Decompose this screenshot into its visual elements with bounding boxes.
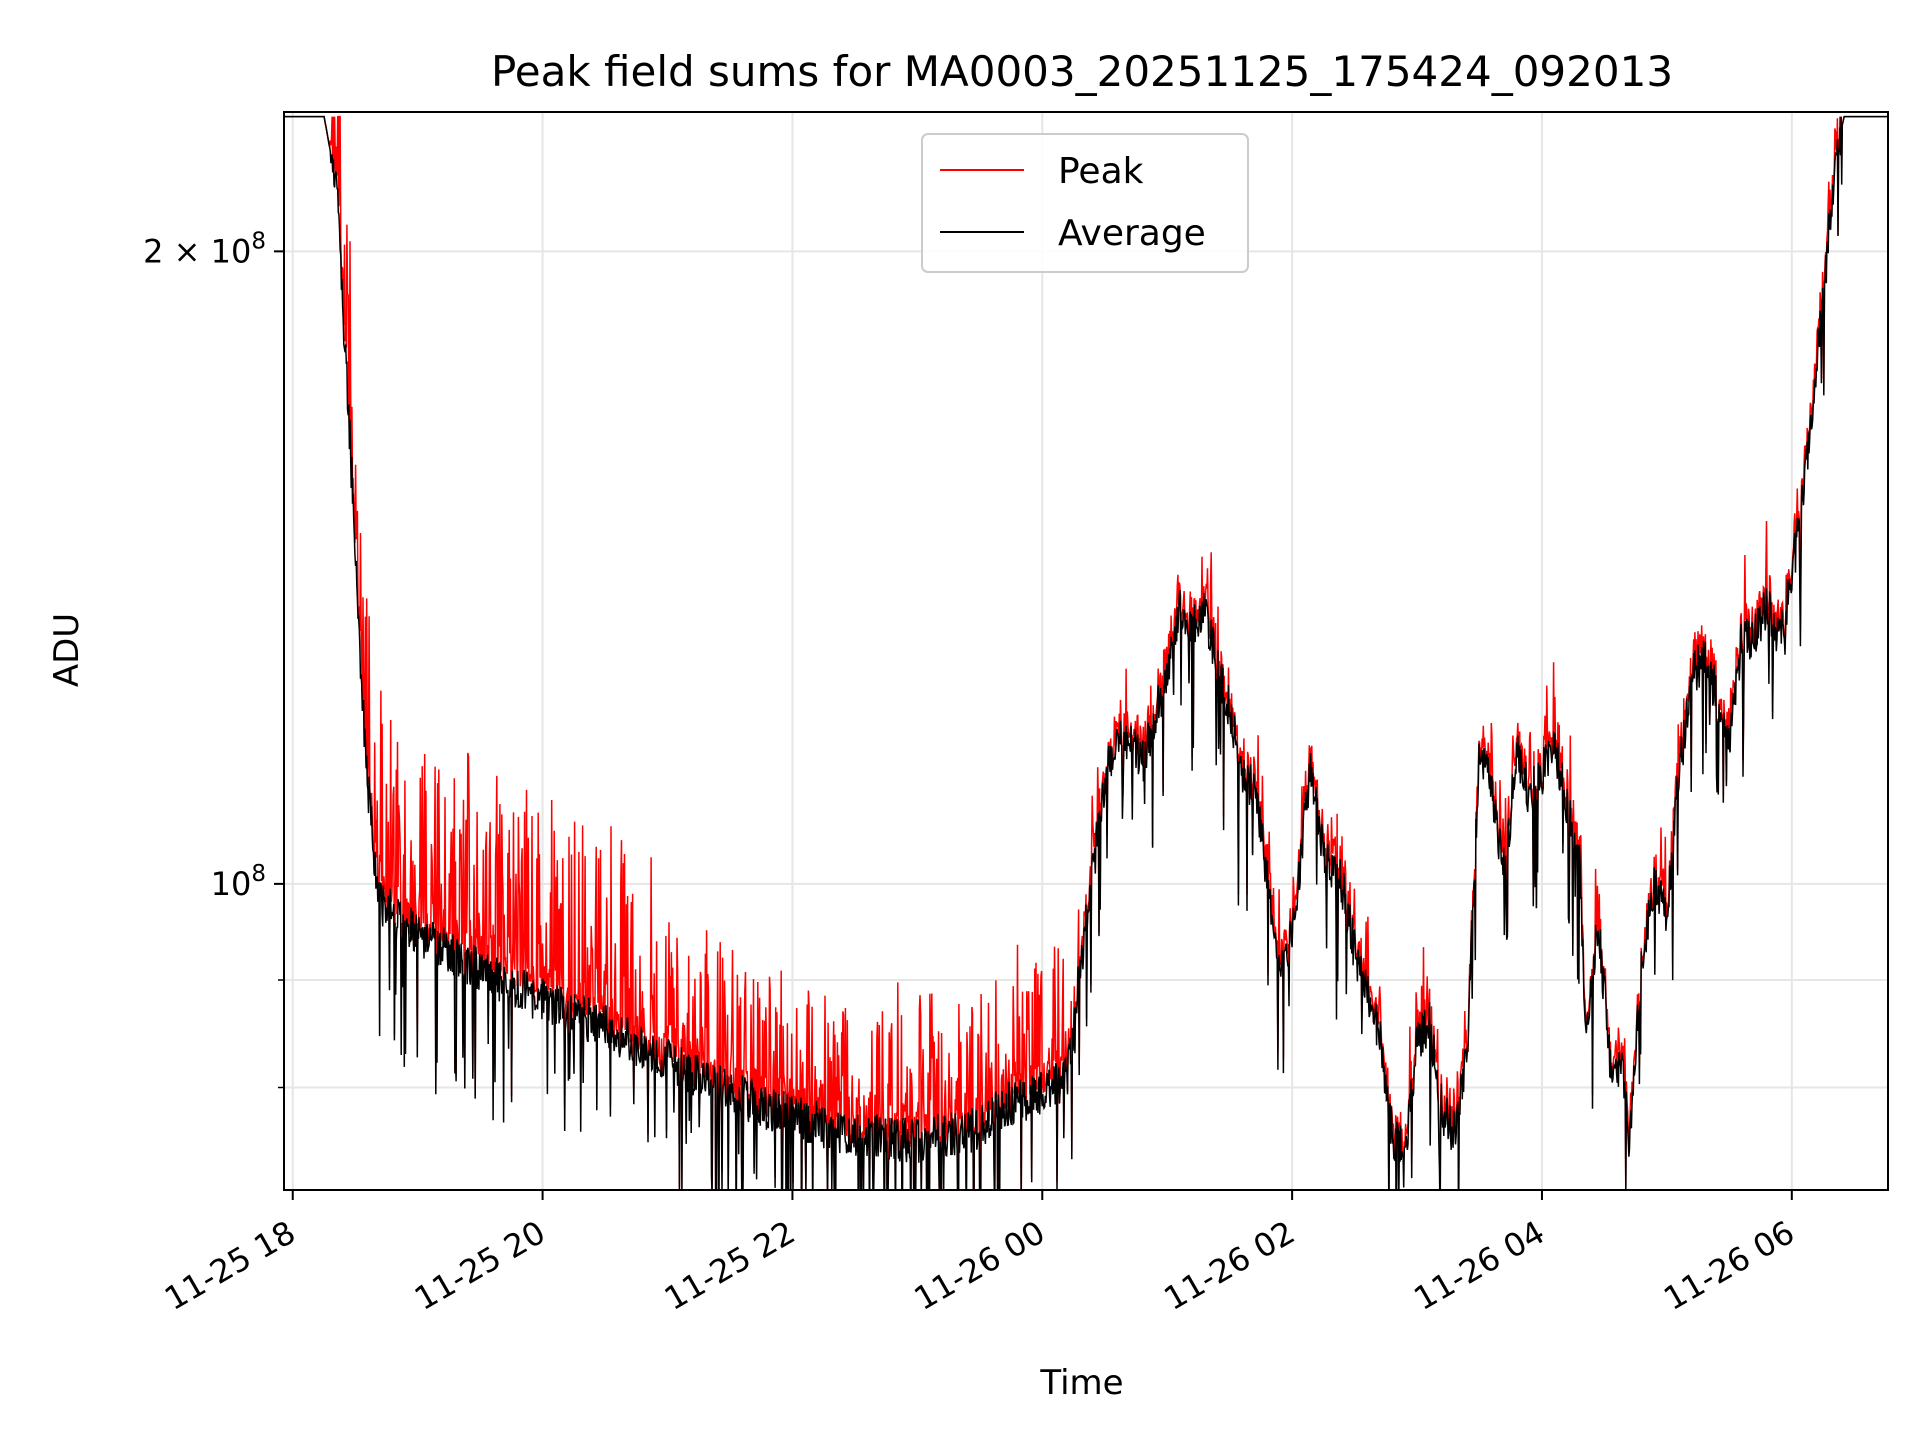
legend-label-peak: Peak bbox=[1058, 151, 1144, 192]
axes-frame bbox=[283, 111, 1889, 1191]
series-line-average bbox=[284, 115, 1888, 1190]
legend-box bbox=[921, 133, 1249, 273]
x-axis-label: Time bbox=[1039, 1363, 1123, 1403]
legend-label-average: Average bbox=[1058, 213, 1206, 254]
legend: Peak Average bbox=[921, 133, 1249, 273]
y-tick-label: 108 bbox=[211, 861, 266, 903]
chart-title: Peak field sums for MA0003_20251125_1754… bbox=[491, 47, 1673, 96]
y-axis-label: ADU bbox=[47, 613, 87, 687]
y-tick-label: 2 × 108 bbox=[143, 228, 266, 270]
